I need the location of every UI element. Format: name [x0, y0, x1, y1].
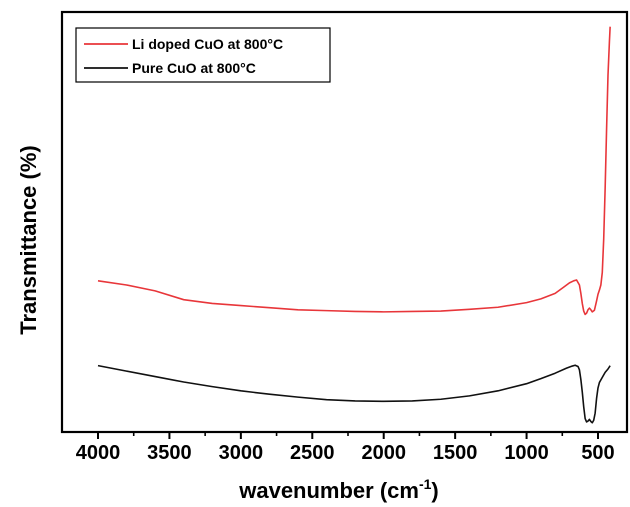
x-tick-label-1500: 1500 — [433, 442, 478, 464]
plot-layer — [97, 26, 611, 424]
x-tick-label-1000: 1000 — [504, 442, 549, 464]
x-tick-label-3500: 3500 — [147, 442, 192, 464]
x-tick-label-4000: 4000 — [76, 442, 121, 464]
legend-label-2: Pure CuO at 800°C — [132, 60, 256, 76]
x-tick-label-2500: 2500 — [290, 442, 335, 464]
x-tick-label-500: 500 — [581, 442, 614, 464]
legend-box — [75, 27, 331, 83]
y-axis-title: Transmittance (%) — [16, 145, 41, 335]
series-line-1 — [97, 26, 611, 316]
legend: Li doped CuO at 800°C Pure CuO at 800°C — [75, 27, 331, 83]
plot-frame — [60, 10, 629, 434]
series-line-2 — [97, 364, 611, 424]
x-axis-title-main: wavenumber (cm — [238, 478, 419, 503]
axis-layer: 4000 3500 3000 2500 2000 1500 1000 500 — [60, 10, 629, 464]
legend-label-1: Li doped CuO at 800°C — [132, 36, 283, 52]
x-tick-label-2000: 2000 — [361, 442, 406, 464]
x-axis-title: wavenumber (cm-1) — [238, 476, 439, 503]
x-axis-title-superscript: -1 — [419, 476, 432, 492]
x-axis-title-close: ) — [431, 478, 438, 503]
x-tick-label-3000: 3000 — [219, 442, 264, 464]
